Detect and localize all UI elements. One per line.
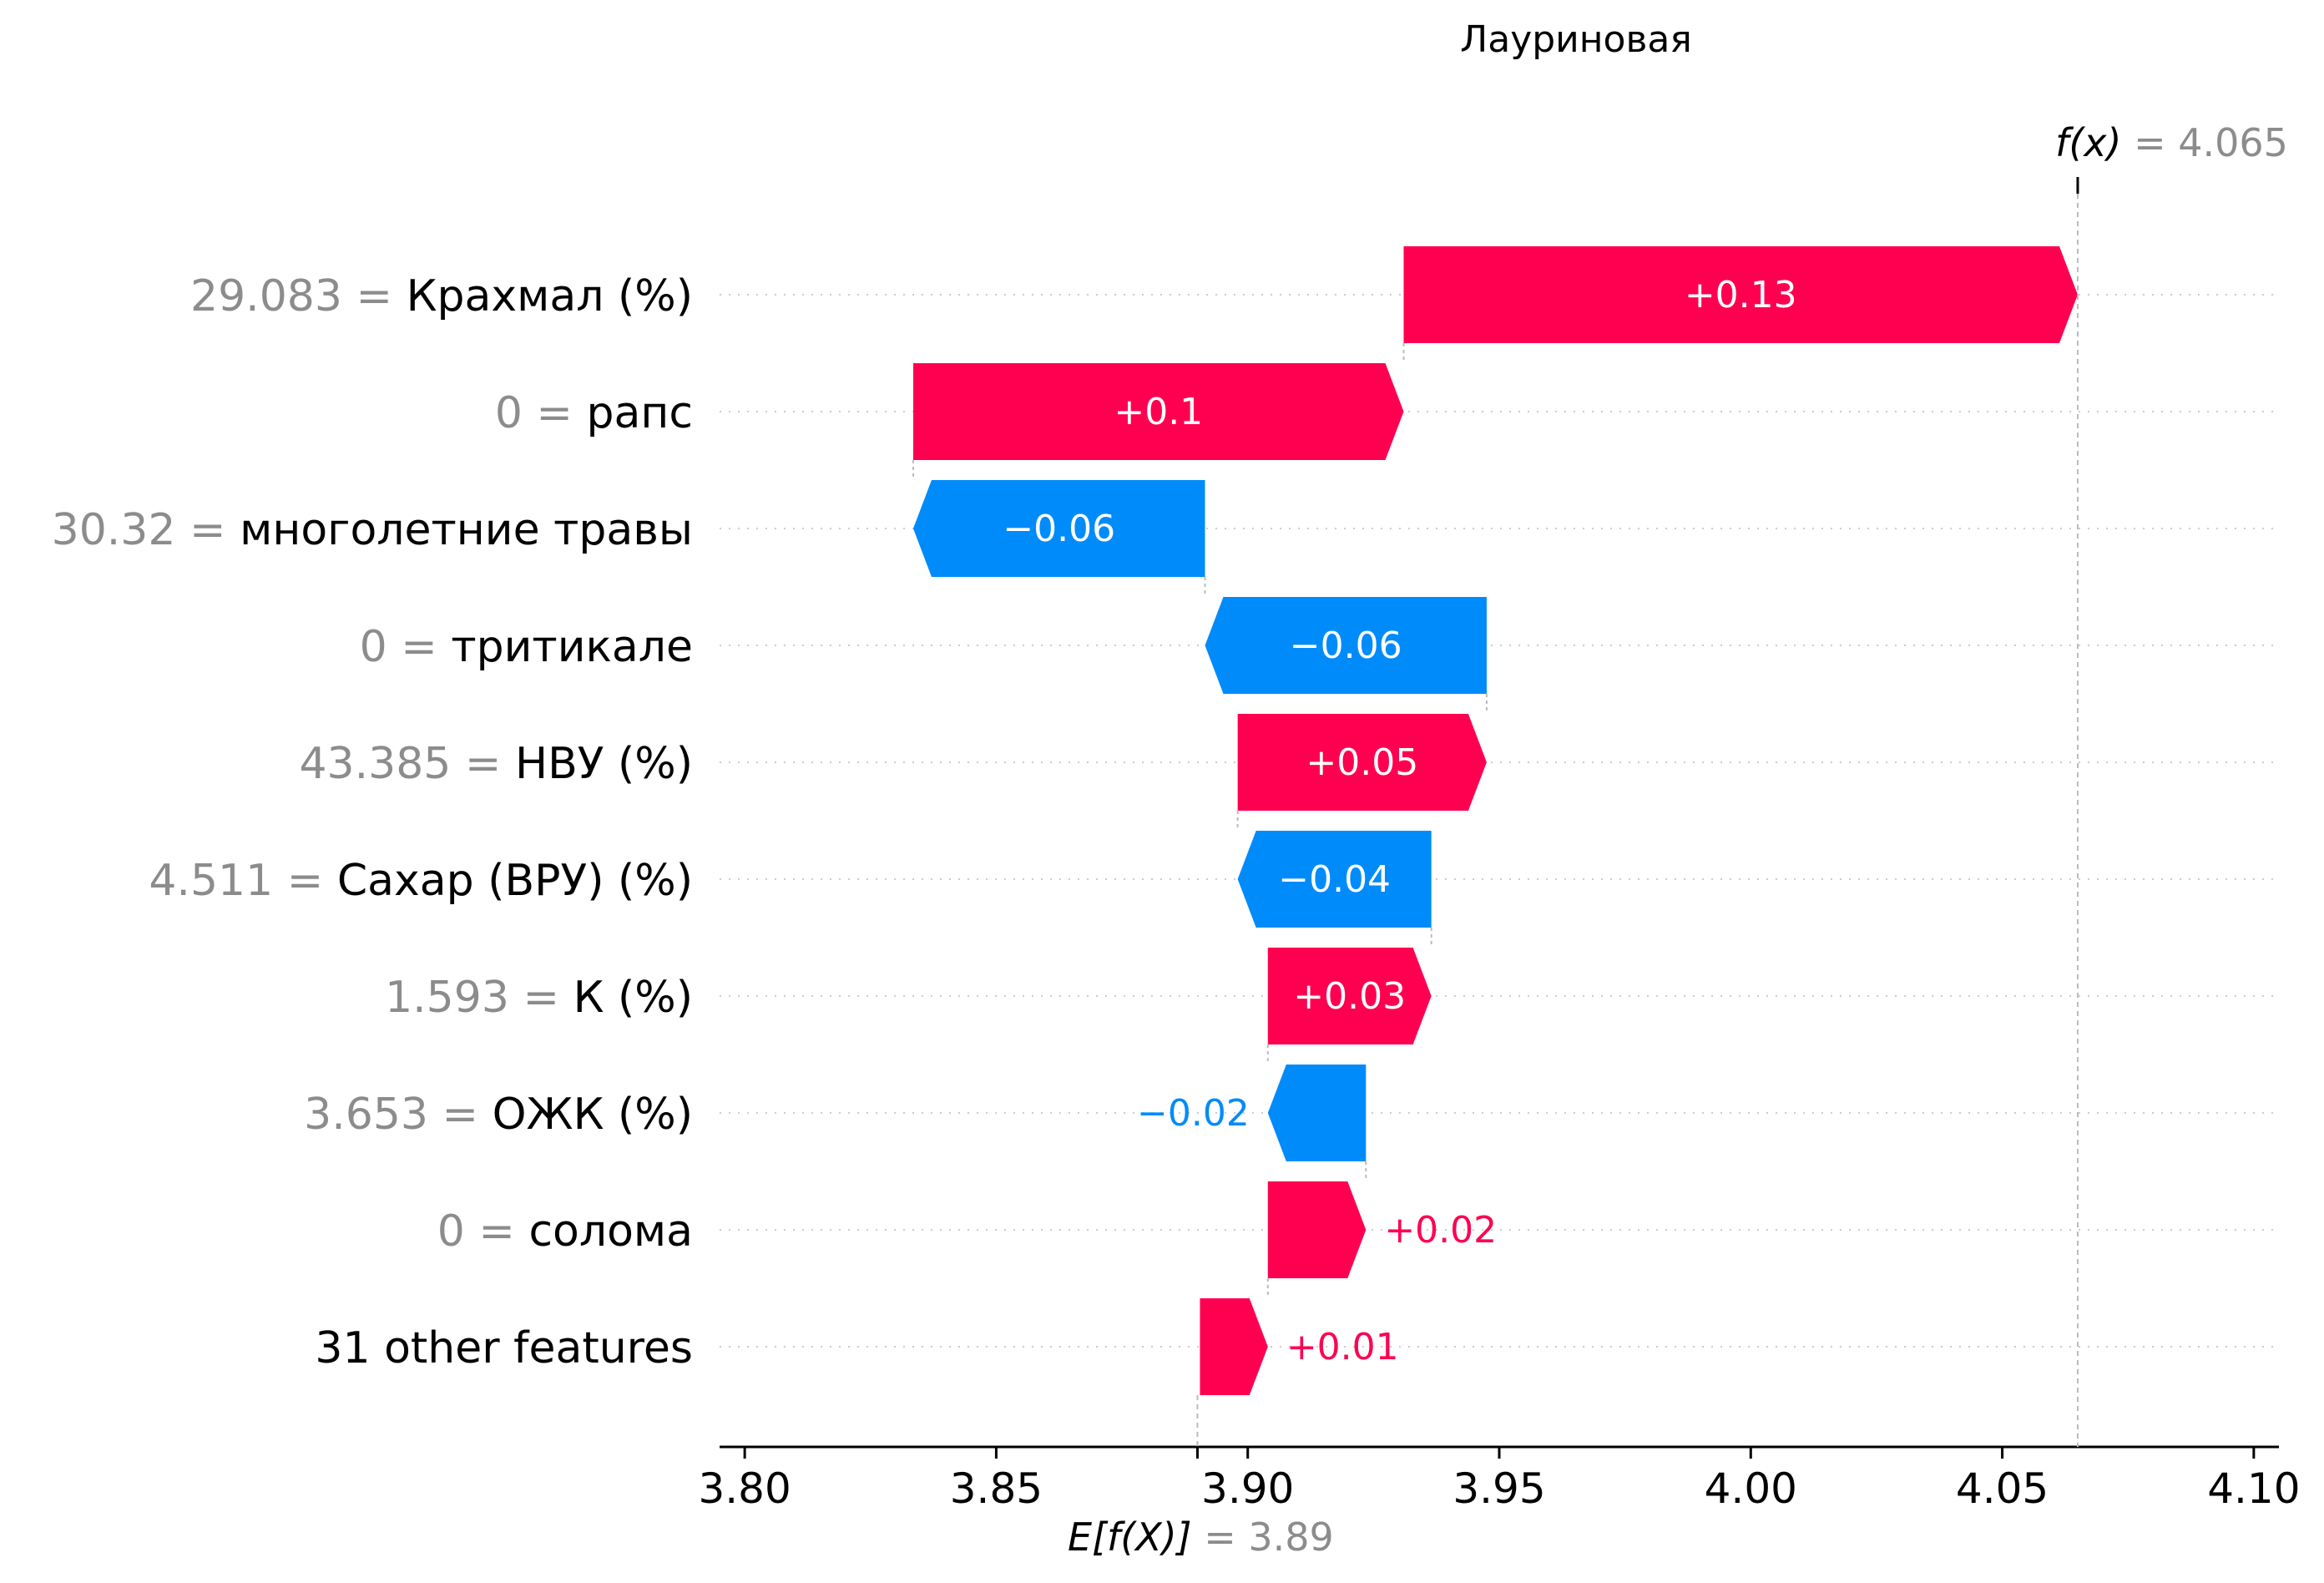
- feature-value: 0 =: [360, 622, 452, 672]
- x-axis: 3.80 3.85 3.90 3.95 4.00 4.05 4.10: [698, 1445, 2301, 1513]
- feature-label: 0 = солома: [437, 1206, 693, 1257]
- feature-label: 1.593 = К (%): [385, 973, 693, 1023]
- contribution-bar: [1237, 714, 1487, 811]
- feature-name: многолетние травы: [240, 505, 693, 555]
- contribution-bar: [1237, 831, 1432, 928]
- feature-label: 30.32 = многолетние травы: [52, 505, 693, 555]
- feature-value: 43.385 =: [299, 739, 515, 789]
- feature-value: 0 =: [437, 1206, 529, 1257]
- contribution-bar: [1205, 597, 1487, 694]
- feature-label: 3.653 = ОЖК (%): [304, 1090, 693, 1140]
- contribution-label: −0.06: [1290, 625, 1402, 667]
- row-gridlines: [720, 294, 2279, 1348]
- feature-name: 31 other features: [315, 1323, 693, 1373]
- feature-value: 3.653 =: [304, 1090, 493, 1140]
- contribution-bar: [1403, 246, 2078, 343]
- feature-value: 30.32 =: [52, 505, 240, 555]
- feature-label: 0 = тритикале: [360, 622, 693, 672]
- feature-name: Крахмал (%): [407, 271, 693, 321]
- feature-name: рапс: [587, 388, 693, 438]
- x-tick-label: 3.90: [1201, 1464, 1294, 1513]
- x-tick-label: 4.00: [1705, 1464, 1797, 1513]
- ex-label: E[f(X)] = 3.89: [1068, 1515, 1334, 1560]
- contribution-label: −0.02: [1137, 1092, 1250, 1135]
- fx-symbol: f(x): [2055, 120, 2134, 165]
- feature-label: 0 = рапс: [495, 388, 693, 438]
- contribution-label: +0.02: [1384, 1209, 1497, 1252]
- contribution-bar: [1267, 1181, 1367, 1278]
- contribution-bar: [912, 363, 1404, 460]
- x-tick-label: 3.85: [950, 1464, 1043, 1513]
- x-tick-label: 4.10: [2207, 1464, 2300, 1513]
- feature-value: 0 =: [495, 388, 587, 438]
- feature-name: К (%): [573, 973, 693, 1023]
- contribution-label: +0.13: [1685, 274, 1797, 316]
- feature-name: ОЖК (%): [493, 1090, 693, 1140]
- feature-name: Сахар (ВРУ) (%): [337, 856, 693, 906]
- x-tick-label: 4.05: [1956, 1464, 2049, 1513]
- fx-label: f(x) = 4.065: [2055, 120, 2288, 165]
- contribution-label: −0.04: [1278, 858, 1391, 901]
- contribution-label: +0.01: [1286, 1326, 1399, 1368]
- feature-value: 4.511 =: [149, 856, 337, 906]
- contribution-label: +0.1: [1114, 391, 1203, 433]
- feature-label: 4.511 = Сахар (ВРУ) (%): [149, 856, 693, 906]
- value-markers: f(x) = 4.065 E[f(X)] = 3.89: [1068, 120, 2288, 1560]
- contribution-bar: [1267, 1065, 1367, 1161]
- contribution-bar: [1267, 948, 1432, 1044]
- ex-symbol: E[f(X)]: [1068, 1515, 1204, 1560]
- x-tick-label: 3.95: [1452, 1464, 1545, 1513]
- contribution-bar: [912, 480, 1205, 577]
- x-tick-label: 3.80: [698, 1464, 791, 1513]
- feature-label: 29.083 = Крахмал (%): [190, 271, 693, 321]
- contribution-label: −0.06: [1003, 508, 1115, 550]
- feature-name: солома: [528, 1206, 693, 1257]
- contribution-label: +0.03: [1293, 975, 1406, 1018]
- feature-name: НВУ (%): [515, 739, 693, 789]
- contribution-bars: +0.13 +0.1 −0.06 −0.06 +0.05 −0.04 +0.03 −0.02 +…: [912, 246, 2078, 1395]
- feature-value: 29.083 =: [190, 271, 407, 321]
- contribution-label: +0.05: [1306, 741, 1418, 784]
- chart-title: Лауриновая: [1460, 18, 1692, 61]
- feature-labels: 29.083 = Крахмал (%) 0 = рапс 30.32 = мног…: [52, 271, 693, 1373]
- feature-label: 43.385 = НВУ (%): [299, 739, 693, 789]
- ex-value: = 3.89: [1204, 1515, 1334, 1560]
- feature-value: 1.593 =: [385, 973, 573, 1023]
- contribution-bar: [1200, 1298, 1268, 1395]
- feature-name: тритикале: [451, 622, 693, 672]
- fx-value: = 4.065: [2134, 120, 2288, 165]
- feature-label: 31 other features: [315, 1323, 693, 1373]
